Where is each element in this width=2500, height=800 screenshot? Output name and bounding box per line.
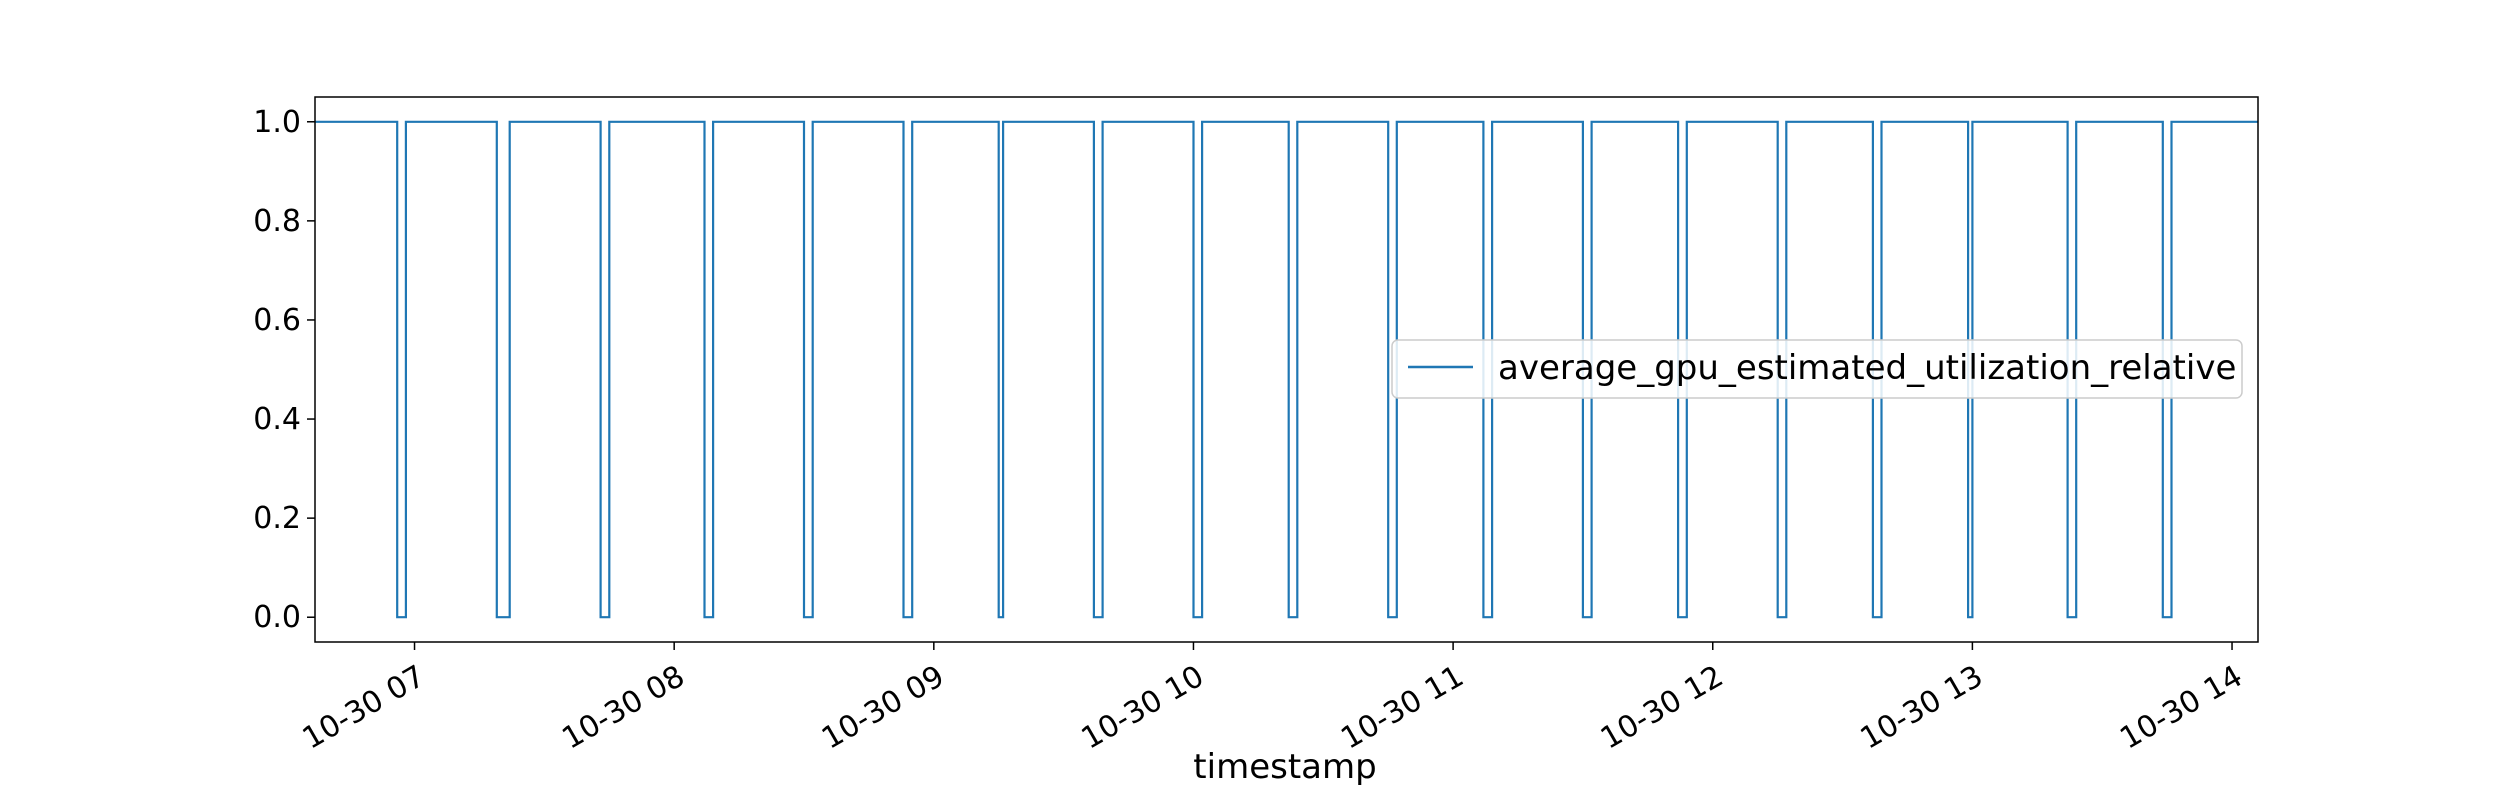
axes-frame [314,96,2259,643]
plot-area [315,120,2258,619]
x-axis-label: timestamp [1193,747,1376,787]
legend-box [1391,339,2243,399]
y-tick-label: 0.4 [253,402,301,437]
y-tick-label: 0.0 [253,600,301,635]
legend-label: average_gpu_estimated_utilization_relati… [1498,348,2236,388]
series-line [315,120,2258,619]
y-tick-label: 0.2 [253,501,301,536]
legend: average_gpu_estimated_utilization_relati… [1391,339,2243,399]
y-axis: 0.0 0.2 0.4 0.6 0.8 1.0 [253,105,315,635]
y-tick-label: 0.6 [253,303,301,338]
y-tick-label: 1.0 [253,105,301,140]
y-tick-label: 0.8 [253,204,301,239]
